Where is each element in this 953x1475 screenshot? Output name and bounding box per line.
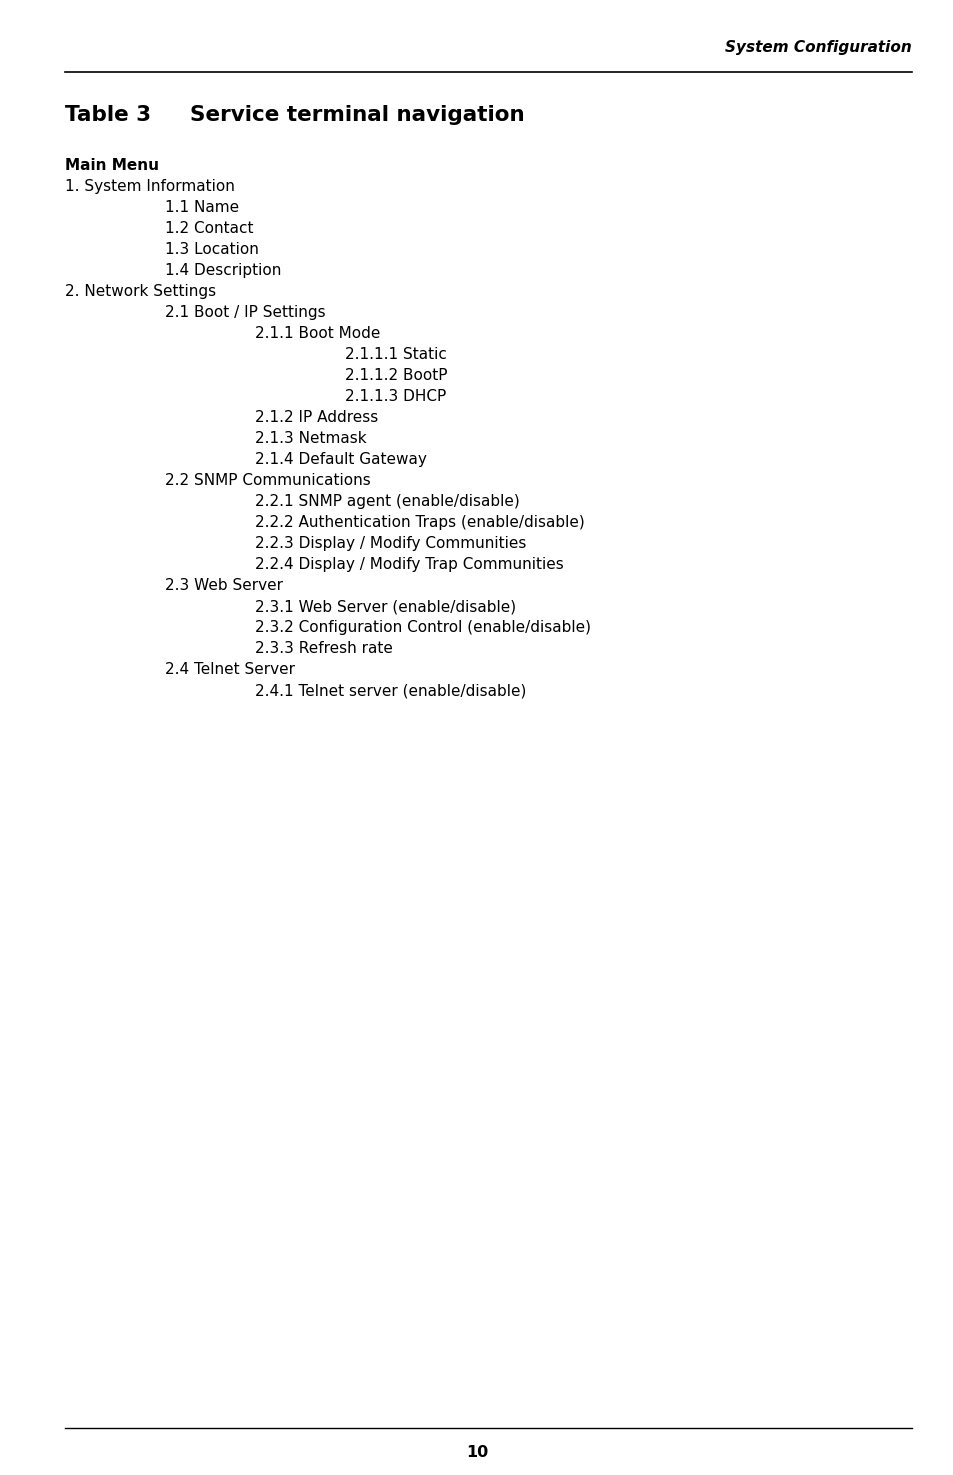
Text: 2.2 SNMP Communications: 2.2 SNMP Communications [165,473,371,488]
Text: 2.3.3 Refresh rate: 2.3.3 Refresh rate [254,642,393,656]
Text: 2.3.1 Web Server (enable/disable): 2.3.1 Web Server (enable/disable) [254,599,516,614]
Text: 2.3 Web Server: 2.3 Web Server [165,578,283,593]
Text: Main Menu: Main Menu [65,158,159,173]
Text: Table 3: Table 3 [65,105,151,125]
Text: 1.1 Name: 1.1 Name [165,201,239,215]
Text: Service terminal navigation: Service terminal navigation [190,105,524,125]
Text: 2. Network Settings: 2. Network Settings [65,285,216,299]
Text: 2.4.1 Telnet server (enable/disable): 2.4.1 Telnet server (enable/disable) [254,683,526,698]
Text: 2.1.1.2 BootP: 2.1.1.2 BootP [345,367,447,384]
Text: 2.1 Boot / IP Settings: 2.1 Boot / IP Settings [165,305,325,320]
Text: 2.2.4 Display / Modify Trap Communities: 2.2.4 Display / Modify Trap Communities [254,558,563,572]
Text: 2.1.2 IP Address: 2.1.2 IP Address [254,410,377,425]
Text: 2.2.2 Authentication Traps (enable/disable): 2.2.2 Authentication Traps (enable/disab… [254,515,584,530]
Text: 2.1.1.3 DHCP: 2.1.1.3 DHCP [345,389,446,404]
Text: 1.3 Location: 1.3 Location [165,242,258,257]
Text: 1.4 Description: 1.4 Description [165,263,281,277]
Text: 2.1.3 Netmask: 2.1.3 Netmask [254,431,366,445]
Text: 2.1.1.1 Static: 2.1.1.1 Static [345,347,446,361]
Text: 2.4 Telnet Server: 2.4 Telnet Server [165,662,294,677]
Text: 1.2 Contact: 1.2 Contact [165,221,253,236]
Text: 2.3.2 Configuration Control (enable/disable): 2.3.2 Configuration Control (enable/disa… [254,620,590,636]
Text: 1. System Information: 1. System Information [65,178,234,195]
Text: 10: 10 [465,1446,488,1460]
Text: 2.1.4 Default Gateway: 2.1.4 Default Gateway [254,451,426,468]
Text: 2.2.1 SNMP agent (enable/disable): 2.2.1 SNMP agent (enable/disable) [254,494,519,509]
Text: 2.2.3 Display / Modify Communities: 2.2.3 Display / Modify Communities [254,535,526,552]
Text: 2.1.1 Boot Mode: 2.1.1 Boot Mode [254,326,380,341]
Text: System Configuration: System Configuration [724,40,911,55]
